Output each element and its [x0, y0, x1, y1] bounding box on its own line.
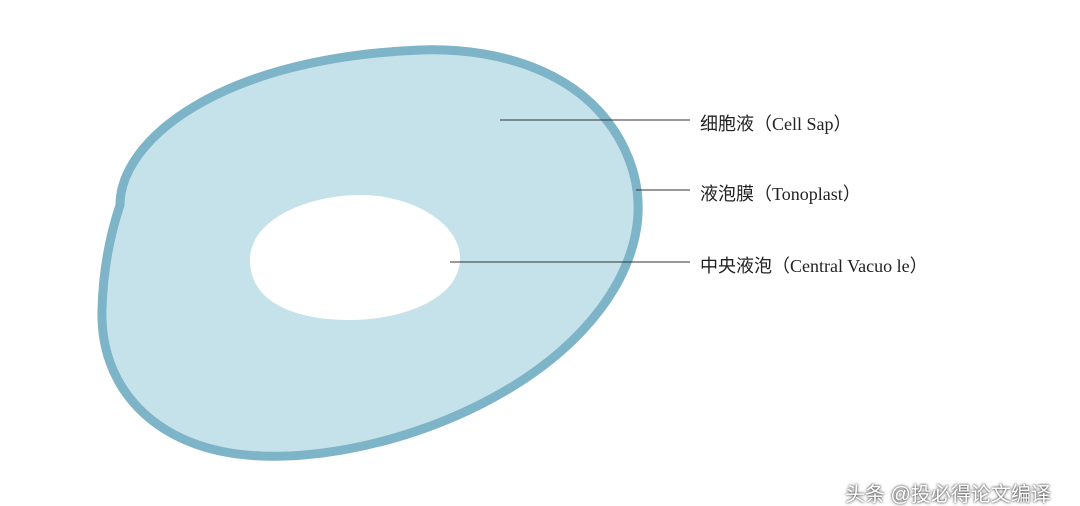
watermark-text: 头条 @投必得论文编译 [845, 478, 1051, 506]
label-central-vacuole: 中央液泡（Central Vacuo le） [700, 252, 928, 278]
label-cell-sap: 细胞液（Cell Sap） [700, 110, 852, 136]
label-tonoplast: 液泡膜（Tonoplast） [700, 180, 861, 206]
